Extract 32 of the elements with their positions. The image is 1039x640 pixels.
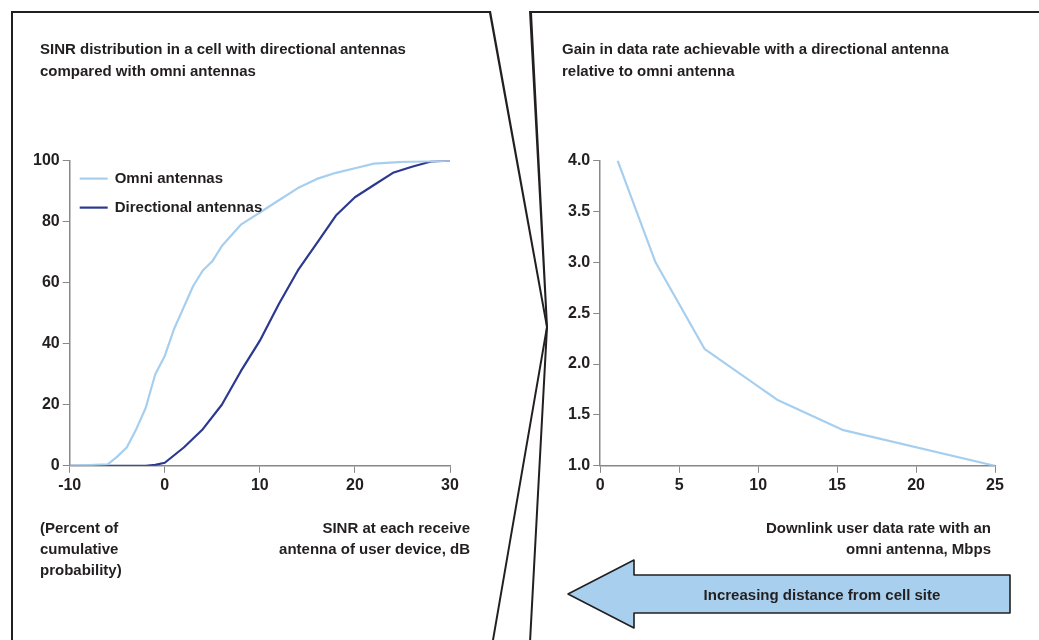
x-tick-label: 20 <box>907 475 926 493</box>
y-tick-label: 60 <box>41 273 60 291</box>
y-tick-label: 20 <box>41 395 60 413</box>
y-tick-label: 80 <box>41 212 60 230</box>
x-axis-title: Downlink user data rate with an omni antenna, Mbps <box>764 518 991 559</box>
x-tick-label: -10 <box>58 475 82 493</box>
x-tick-label: 10 <box>250 475 269 493</box>
y-tick-label: 2.0 <box>567 354 591 372</box>
y-tick-label: 1.0 <box>567 456 591 474</box>
y-tick-label: 100 <box>32 151 60 169</box>
x-tick-label: 5 <box>674 475 684 493</box>
chart-title: SINR distribution in a cell with directional antennas compared with omni antennas <box>40 39 407 81</box>
x-tick-label: 25 <box>986 475 1004 493</box>
chart-title: Gain in data rate achievable with a directional antenna relative to omni antenna <box>562 39 950 81</box>
y-tick-label: 2.5 <box>567 303 591 321</box>
y-tick-label: 4.0 <box>567 151 591 169</box>
x-axis-title: SINR at each receive antenna of user device, dB <box>278 518 470 559</box>
x-tick-label: 30 <box>441 475 459 493</box>
x-tick-label: 20 <box>346 475 364 493</box>
legend-label: Directional antennas <box>114 197 263 215</box>
y-tick-label: 3.0 <box>567 252 591 270</box>
y-tick-label: 40 <box>41 334 60 352</box>
x-tick-label: 15 <box>828 475 847 493</box>
y-tick-label: 3.5 <box>567 201 591 219</box>
x-tick-label: 0 <box>595 475 605 493</box>
text: Increasing distance from cell site <box>702 585 942 605</box>
x-tick-label: 10 <box>749 475 768 493</box>
y-tick-label: 0 <box>50 456 60 474</box>
y-tick-label: 1.5 <box>567 405 591 423</box>
y-axis-title: (Percent of cumulative probability) <box>40 518 123 580</box>
legend-label: Omni antennas <box>114 168 224 186</box>
x-tick-label: 0 <box>160 475 170 493</box>
